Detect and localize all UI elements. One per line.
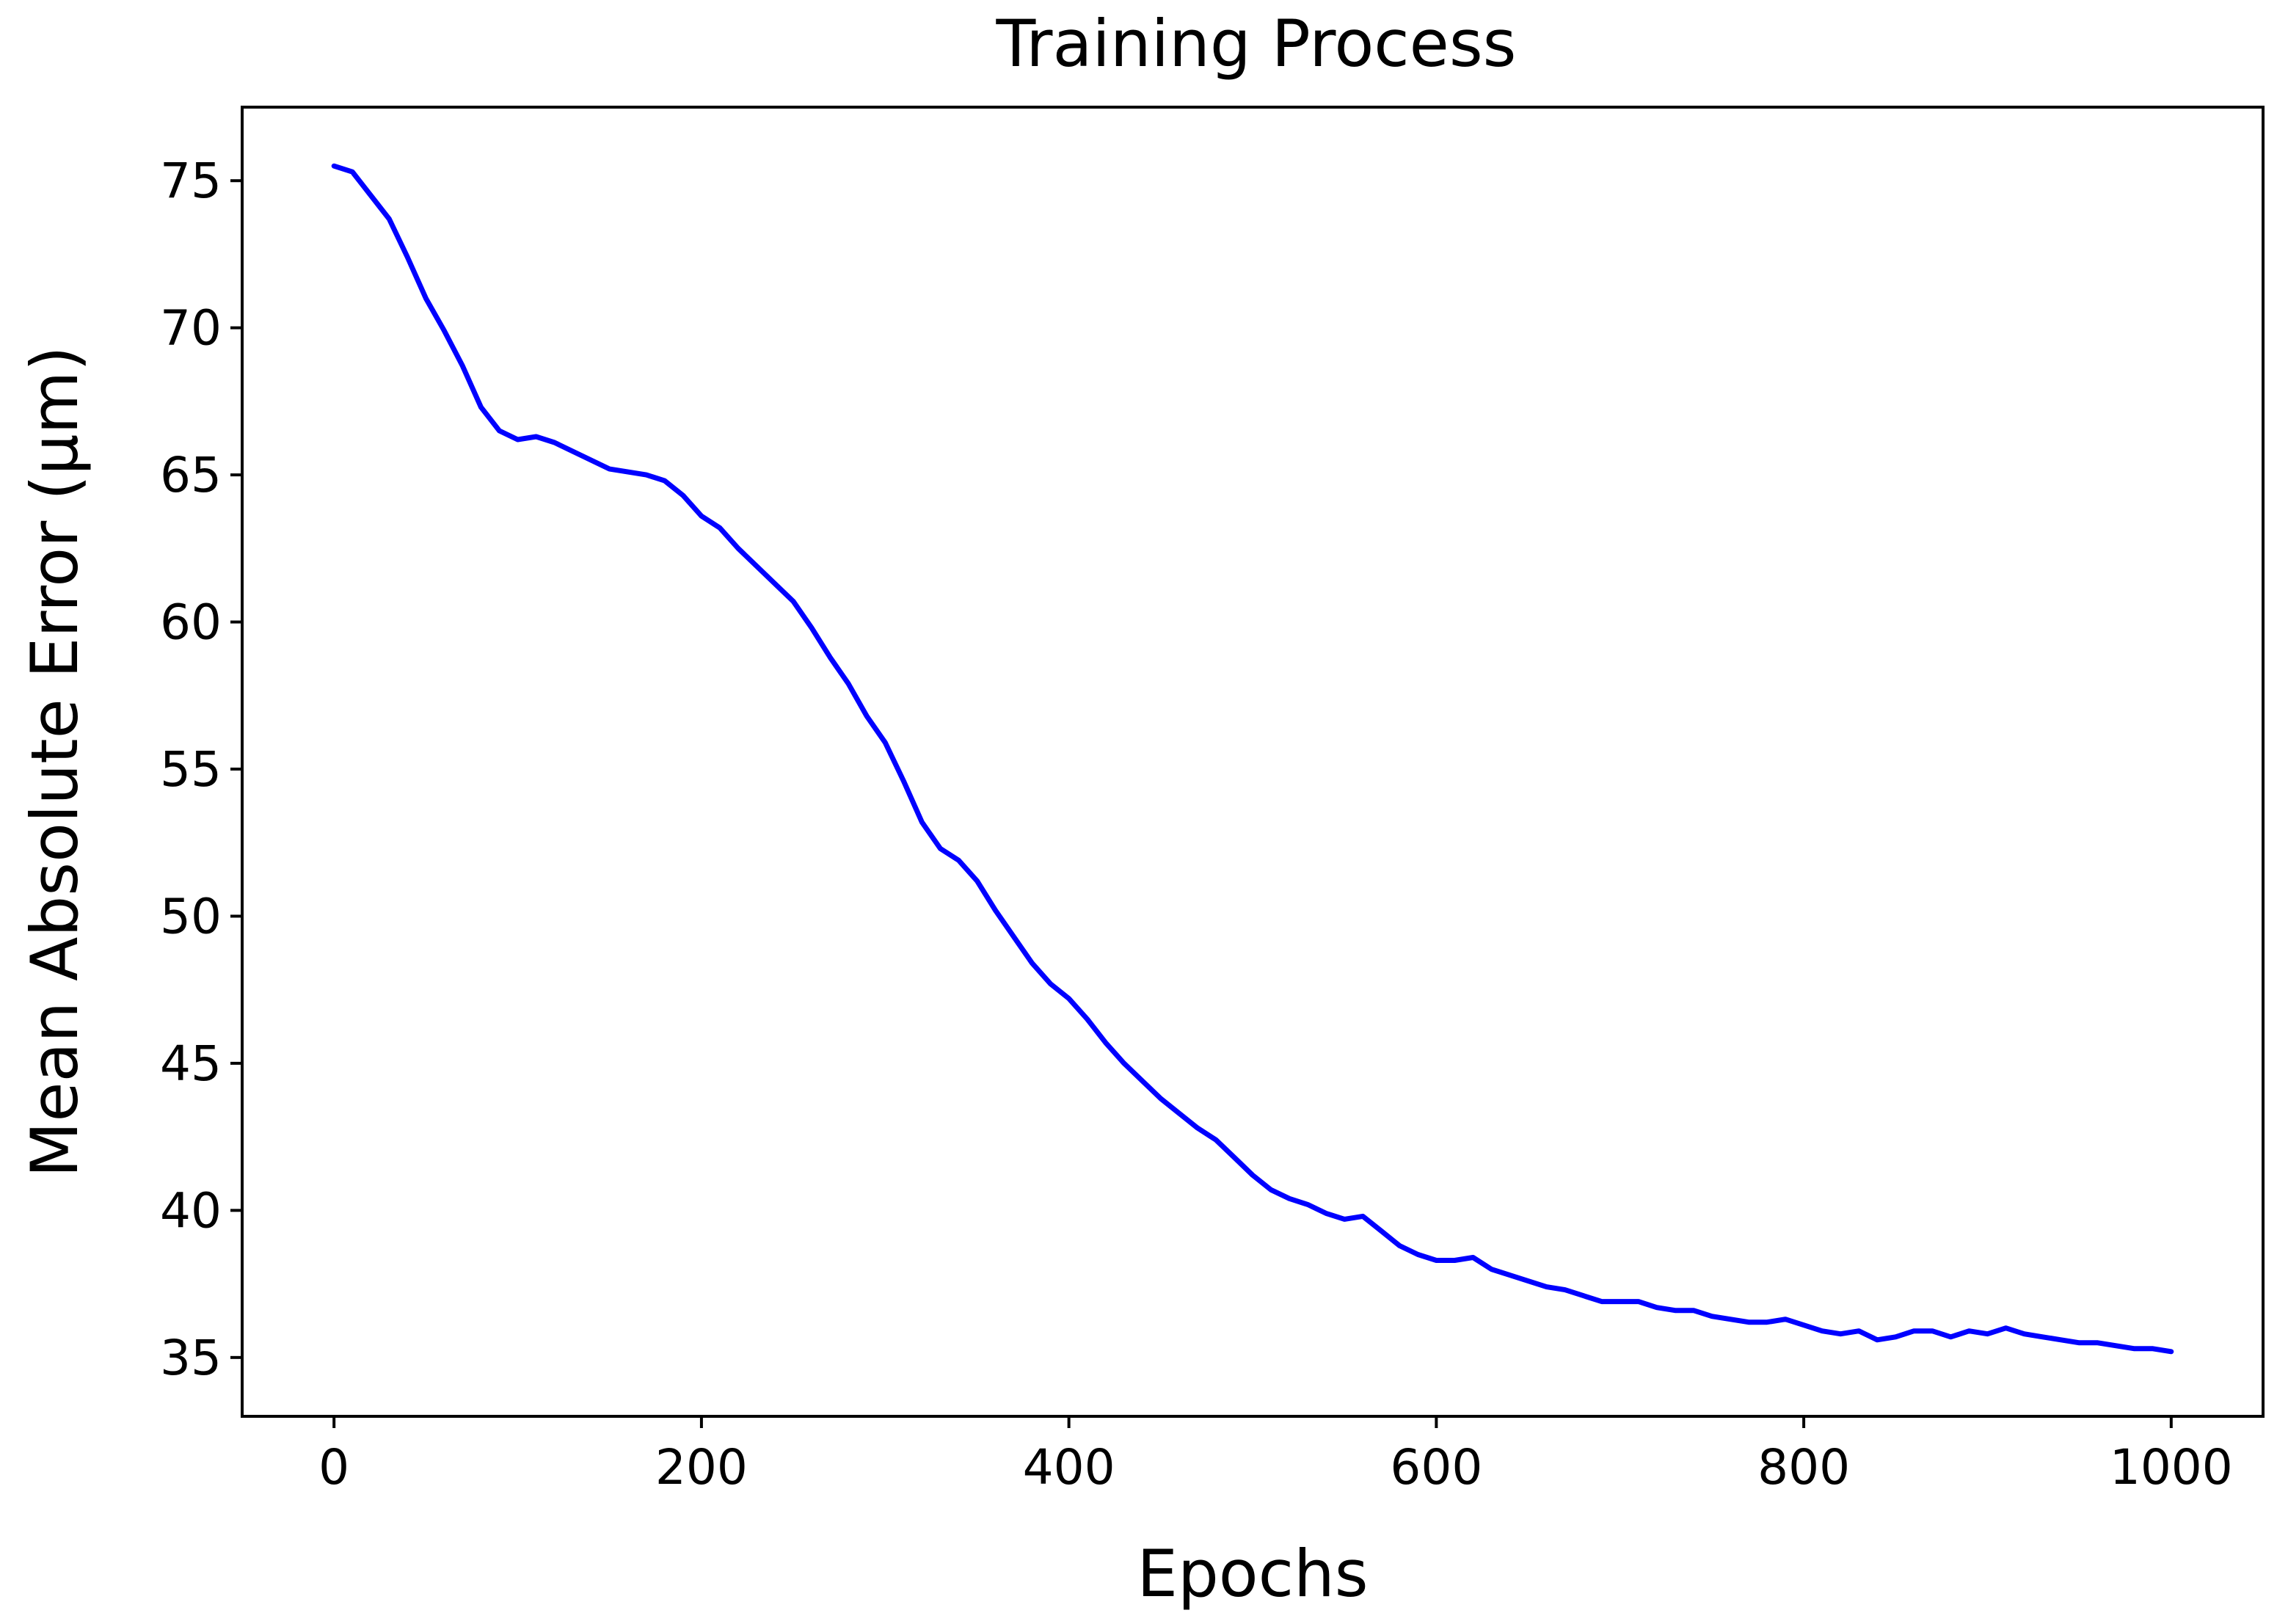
- plot-frame: [241, 106, 2265, 1418]
- plot-area: [241, 106, 2265, 1418]
- x-tick-label: 200: [655, 1439, 748, 1496]
- x-tick-label: 400: [1023, 1439, 1115, 1496]
- y-tick-label: 40: [160, 1182, 222, 1239]
- x-axis: 0 200 400 600 800 1000: [318, 1416, 2233, 1496]
- y-tick-label: 65: [160, 447, 222, 503]
- y-axis: 35 40 45 50 55 60 65 70 75: [160, 153, 242, 1386]
- y-tick-label: 50: [160, 888, 222, 944]
- x-axis-label: Epochs: [1137, 1536, 1368, 1612]
- y-tick-label: 55: [160, 741, 222, 798]
- series-line-mae: [331, 163, 2174, 1355]
- y-tick-label: 60: [160, 594, 222, 651]
- y-tick-label: 45: [160, 1035, 222, 1092]
- y-tick-label: 70: [160, 300, 222, 357]
- y-tick-label: 35: [160, 1330, 222, 1386]
- x-tick-label: 800: [1757, 1439, 1850, 1496]
- chart-title: Training Process: [995, 6, 1516, 81]
- y-tick-label: 75: [160, 153, 222, 209]
- y-axis-label: Mean Absolute Error (μm): [17, 346, 92, 1177]
- x-tick-label: 600: [1390, 1439, 1482, 1496]
- x-tick-label: 1000: [2110, 1439, 2233, 1496]
- x-tick-label: 0: [318, 1439, 349, 1496]
